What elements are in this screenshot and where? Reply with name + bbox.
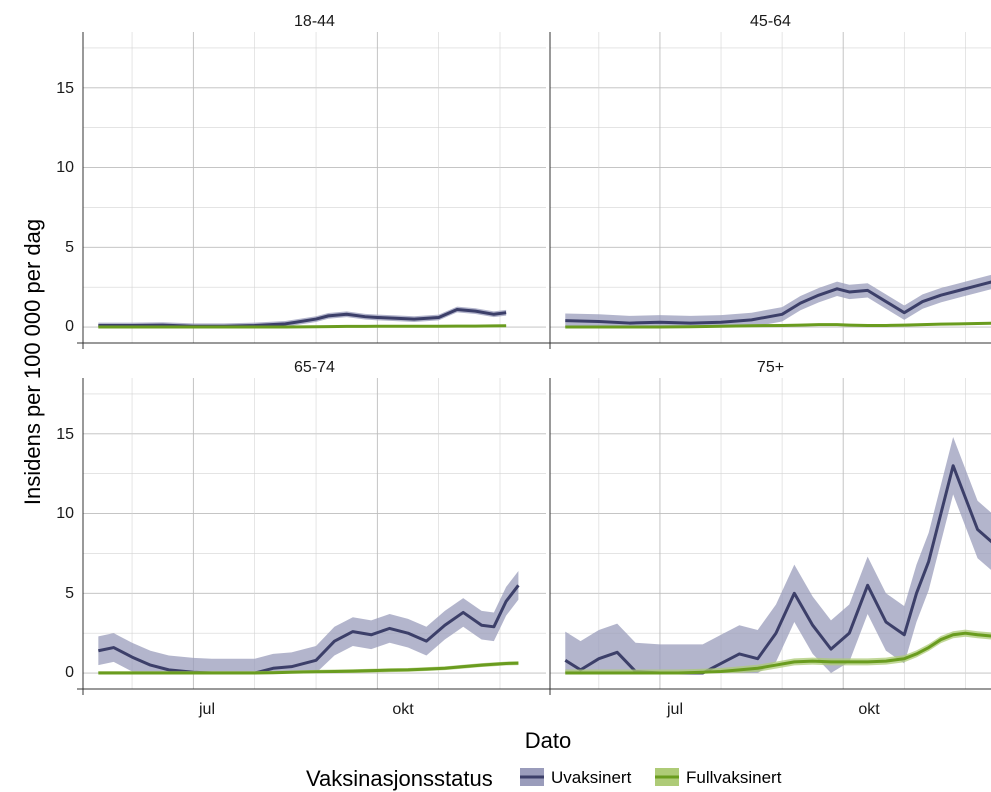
- series-layer: [98, 570, 520, 675]
- series-layer: [565, 274, 991, 329]
- series-line-uvaksinert: [98, 584, 520, 675]
- y-tick-label: 5: [65, 239, 74, 256]
- series-layer: [564, 437, 991, 675]
- series-line-fullvaksinert: [565, 631, 991, 675]
- legend-title: Vaksinasjonsstatus: [306, 766, 493, 791]
- series-line-fullvaksinert: [98, 661, 519, 675]
- facet-panel: 75+: [544, 359, 991, 695]
- facet-panel: 45-64: [544, 13, 991, 349]
- facet-strip-title: 45-64: [750, 13, 791, 30]
- legend-label-uvaksinert: Uvaksinert: [551, 768, 632, 787]
- facet-panel: 18-44: [77, 13, 546, 349]
- legend: Vaksinasjonsstatus Uvaksinert Fullvaksin…: [306, 766, 782, 791]
- y-tick-label: 0: [65, 664, 74, 681]
- facet-strip-title: 65-74: [294, 359, 335, 376]
- x-tick-label: okt: [858, 701, 880, 718]
- gridlines: [83, 378, 546, 689]
- legend-label-fullvaksinert: Fullvaksinert: [686, 768, 782, 787]
- y-tick-labels-top: 0 5 10 15: [56, 80, 74, 335]
- y-tick-label: 5: [65, 585, 74, 602]
- series-line-fullvaksinert: [98, 324, 507, 329]
- legend-key-uvaksinert: [520, 768, 544, 786]
- y-tick-label: 15: [56, 80, 74, 97]
- x-axis-title: Dato: [525, 728, 571, 753]
- y-tick-labels-bottom: 0 5 10 15: [56, 426, 74, 681]
- x-tick-label: okt: [392, 701, 414, 718]
- panels-layer: 18-44 45-64 65-74 75+: [77, 13, 991, 695]
- series-line-fullvaksinert: [565, 321, 991, 329]
- series-layer: [98, 306, 507, 329]
- facet-panel: 65-74: [77, 359, 546, 695]
- confidence-band-uvaksinert: [565, 437, 991, 674]
- y-tick-label: 15: [56, 426, 74, 443]
- y-tick-label: 10: [56, 159, 74, 176]
- gridlines: [83, 32, 546, 343]
- x-tick-label: jul: [198, 701, 215, 718]
- x-tick-label: jul: [666, 701, 683, 718]
- legend-key-fullvaksinert: [655, 768, 679, 786]
- facet-strip-title: 75+: [757, 359, 784, 376]
- facet-strip-title: 18-44: [294, 13, 335, 30]
- series-line-uvaksinert: [565, 280, 991, 325]
- y-axis-title: Insidens per 100 000 per dag: [20, 219, 45, 505]
- confidence-band-uvaksinert: [98, 570, 519, 674]
- y-tick-label: 10: [56, 505, 74, 522]
- x-tick-labels: jul okt jul okt: [198, 701, 880, 718]
- y-tick-label: 0: [65, 318, 74, 335]
